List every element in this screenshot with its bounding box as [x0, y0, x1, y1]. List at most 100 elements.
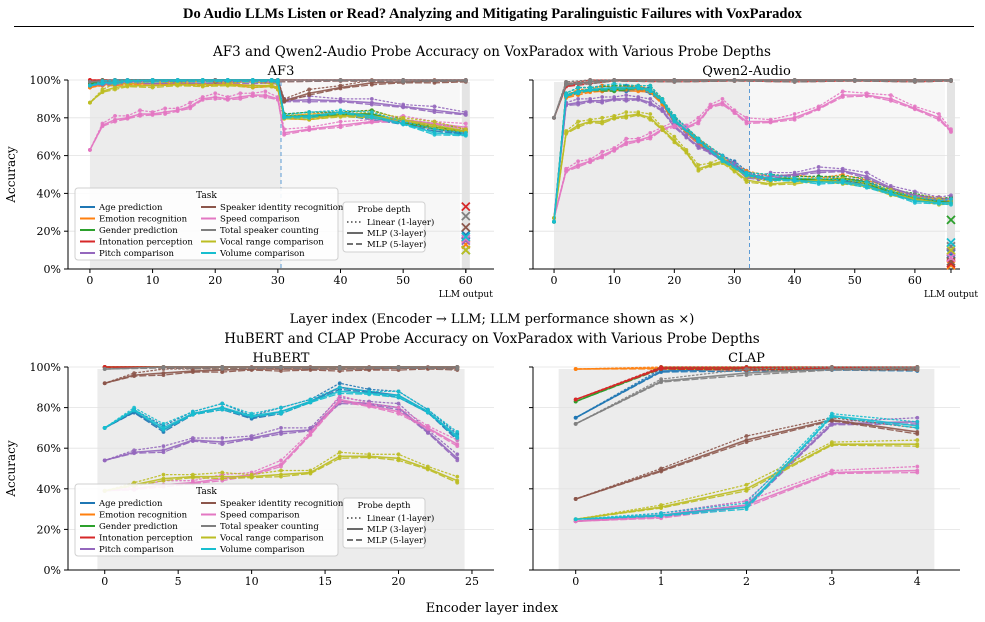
data-point-speaker-identity-recognition	[338, 86, 343, 91]
legend-entry: Age prediction	[98, 203, 163, 213]
y-tick-label: 20%	[37, 523, 61, 536]
data-point-volume-comparison	[307, 115, 312, 120]
figure-suptitle-bottom: HuBERT and CLAP Probe Accuracy on VoxPar…	[224, 331, 760, 347]
legend-entry: Pitch comparison	[99, 545, 174, 555]
data-point-pitch-comparison	[432, 104, 437, 109]
task-legend: Task Age prediction Emotion recognitionGen…	[74, 187, 344, 261]
panel-hubert: 0 5 10 15 20 25 0% 20% 40% 60% 80% 100% HuBERT Accura…	[4, 351, 494, 588]
data-point-volume-comparison	[200, 79, 205, 84]
data-point-vocal-range-comparison	[732, 169, 737, 174]
llm-output-marker-age-prediction	[946, 249, 956, 259]
data-point-speed-comparison	[213, 91, 218, 96]
panel-af3: 0 10 20 30 40 50 60 LLM output 0% 20% 40% 60% 80% 100…	[4, 64, 494, 300]
y-tick-label: 60%	[37, 150, 61, 163]
data-point-speed-comparison	[238, 97, 243, 101]
data-point-vocal-range-comparison	[279, 474, 283, 479]
legend-entry: Linear (1-layer)	[367, 513, 434, 524]
data-point-speed-comparison	[915, 470, 920, 475]
data-point-volume-comparison	[282, 115, 287, 120]
data-point-volume-comparison	[275, 80, 280, 85]
data-point-pitch-comparison	[840, 169, 845, 174]
legend-entry: Linear (1-layer)	[367, 217, 434, 228]
data-point-volume-comparison	[367, 392, 372, 397]
data-point-volume-comparison	[816, 176, 821, 181]
cross-stroke	[946, 241, 956, 251]
data-point-vocal-range-comparison	[696, 163, 701, 167]
llm-output-marker-pitch-comparison	[461, 236, 471, 246]
data-point-speed-comparison	[138, 108, 142, 113]
series-line-volume-comparison	[89, 80, 467, 137]
series-line-volume-comparison	[553, 87, 952, 223]
data-point-volume-comparison	[660, 99, 665, 104]
x-tick-label: 2	[743, 575, 750, 588]
data-point-speed-comparison	[369, 120, 374, 125]
data-point-volume-comparison	[912, 195, 917, 200]
data-point-vocal-range-comparison	[672, 140, 677, 145]
data-point-vocal-range-comparison	[225, 83, 230, 88]
data-point-vocal-range-comparison	[113, 87, 117, 92]
x-tick-label: 50	[396, 274, 410, 287]
data-point-total-speaker-counting	[659, 380, 663, 385]
cross-stroke	[946, 256, 956, 267]
encoder-region-shade	[554, 82, 750, 269]
data-point-vocal-range-comparison	[308, 471, 313, 476]
cross-stroke	[946, 249, 956, 259]
data-point-speed-comparison	[200, 97, 205, 102]
data-point-volume-comparison	[864, 180, 869, 184]
series-line-speed-comparison	[553, 94, 952, 219]
x-tick-label: 5	[175, 575, 182, 588]
data-point-speed-comparison	[708, 105, 713, 110]
series-line-intonation-perception	[553, 79, 952, 119]
y-axis-label: Accuracy	[4, 146, 18, 203]
data-point-total-speaker-counting	[279, 366, 283, 370]
data-point-speaker-identity-recognition	[161, 373, 166, 378]
llm-output-marker-speed-comparison	[946, 253, 956, 263]
data-point-total-speaker-counting	[732, 79, 737, 83]
data-point-pitch-comparison	[396, 401, 401, 406]
data-point-speed-comparison	[720, 102, 725, 107]
data-point-vocal-range-comparison	[660, 128, 665, 132]
data-point-volume-comparison	[161, 421, 166, 426]
data-point-speed-comparison	[282, 132, 287, 137]
data-point-vocal-range-comparison	[455, 480, 460, 485]
data-point-speed-comparison	[125, 116, 130, 121]
panel-title: AF3	[267, 64, 295, 79]
data-point-age-prediction	[337, 381, 342, 386]
data-point-volume-comparison	[949, 197, 953, 201]
data-point-speed-comparison	[720, 97, 725, 101]
data-point-speaker-identity-recognition	[830, 418, 834, 423]
data-point-speed-comparison	[250, 94, 255, 98]
data-point-speaker-identity-recognition	[282, 99, 287, 104]
data-point-speed-comparison	[113, 119, 117, 124]
data-point-vocal-range-comparison	[175, 83, 180, 88]
data-point-volume-comparison	[337, 391, 342, 396]
legend-entry: Speaker identity recognition	[220, 203, 344, 213]
data-point-speed-comparison	[275, 97, 280, 102]
data-point-volume-comparison	[720, 153, 725, 158]
data-point-volume-comparison	[279, 411, 283, 416]
series-line-total-speaker-counting	[553, 80, 952, 119]
data-point-volume-comparison	[915, 426, 920, 430]
data-point-speed-comparison	[138, 114, 142, 118]
series-line-speed-comparison	[553, 90, 952, 219]
data-point-vocal-range-comparison	[744, 488, 749, 493]
y-tick-label: 100%	[30, 74, 61, 87]
x-tick-label: 0	[101, 575, 108, 588]
data-point-pitch-comparison	[816, 165, 821, 169]
data-point-pitch-comparison	[915, 415, 920, 420]
series-line-pitch-comparison	[553, 99, 952, 219]
llm-output-marker-speaker-identity-recognition	[461, 222, 471, 233]
llm-output-marker-gender-prediction	[946, 215, 956, 225]
data-point-vocal-range-comparison	[648, 112, 653, 116]
legend-entry: Speed comparison	[220, 511, 300, 521]
data-point-vocal-range-comparison	[396, 452, 401, 457]
data-point-speed-comparison	[175, 109, 180, 114]
data-point-speed-comparison	[696, 115, 701, 120]
data-point-speed-comparison	[307, 128, 312, 132]
probe-depth-legend: Probe depth Linear (1-layer)MLP (3-layer)…	[342, 201, 434, 253]
data-point-total-speaker-counting	[463, 79, 468, 83]
data-point-volume-comparison	[190, 412, 195, 417]
y-tick-label: 80%	[37, 402, 61, 415]
